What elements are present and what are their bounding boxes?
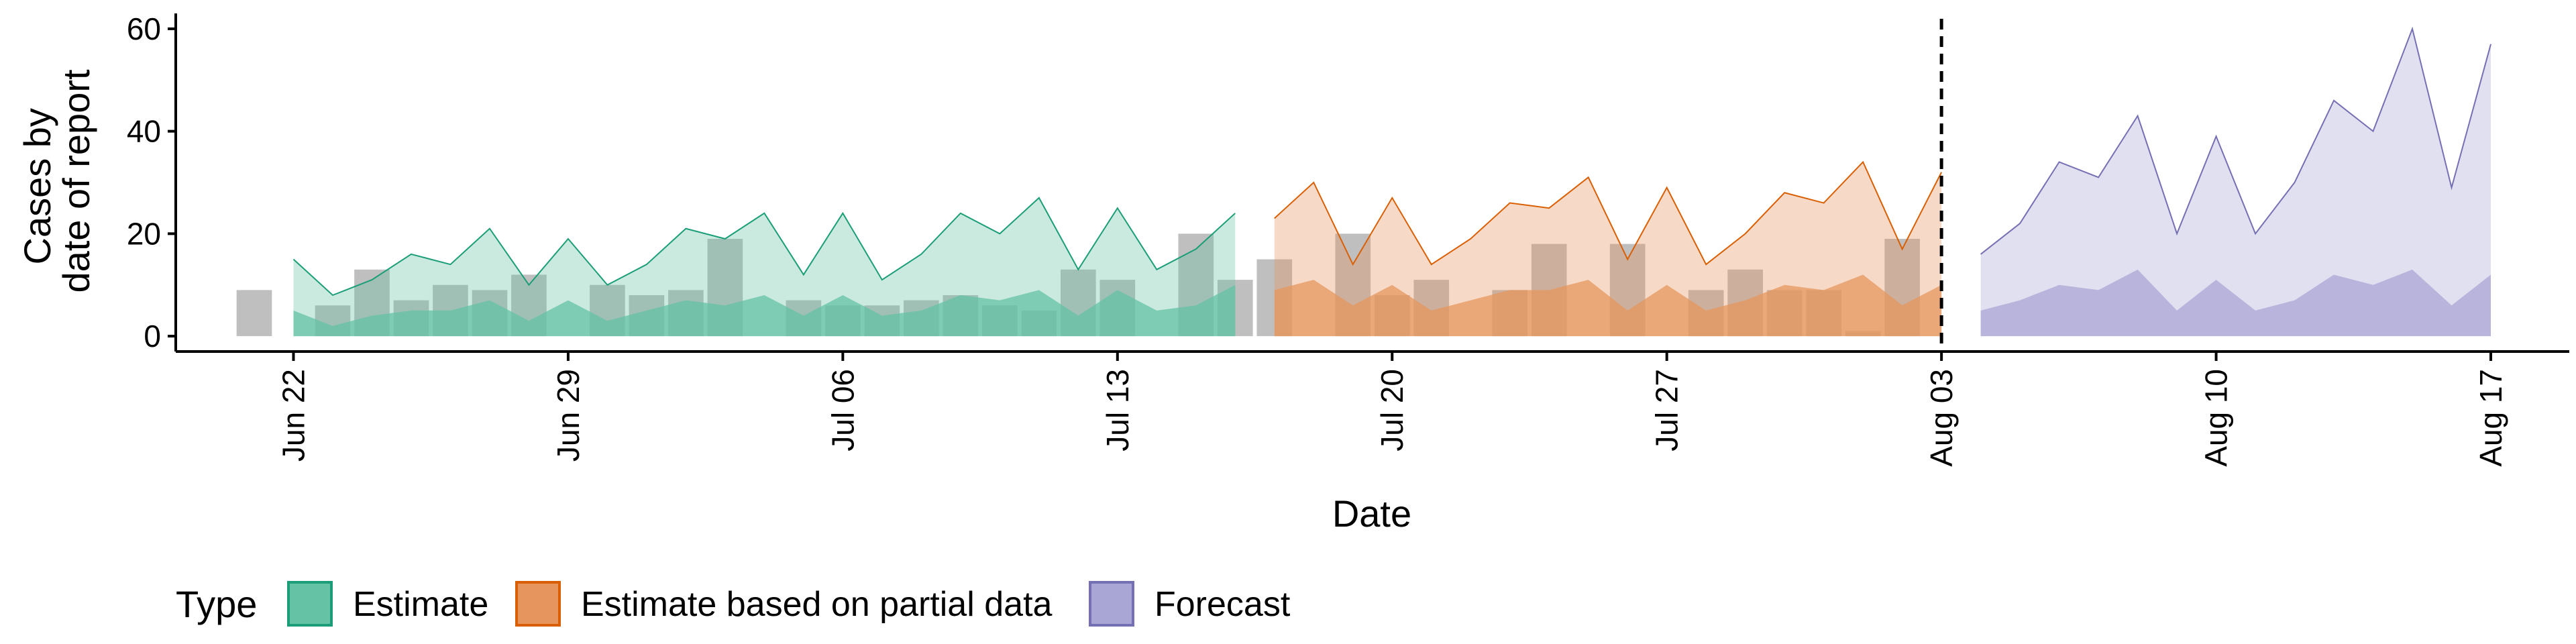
x-tick-label: Aug 10 <box>2199 369 2234 467</box>
upper-interval-line <box>1980 26 2491 255</box>
y-tick-label: 0 <box>144 319 161 354</box>
legend-label: Estimate based on partial data <box>581 585 1053 624</box>
y-axis-title: Cases by date of report <box>16 69 97 293</box>
series-0 <box>292 197 1236 337</box>
x-tick-label: Jul 13 <box>1100 369 1135 451</box>
legend-key <box>515 581 561 627</box>
x-axis-title: Date <box>1332 492 1411 535</box>
legend-key <box>1089 581 1134 627</box>
y-axis-title-line-1: Cases by <box>16 108 58 264</box>
y-axis-ticks: 0 20 40 60 <box>127 11 176 354</box>
x-tick-label: Jul 06 <box>825 369 860 451</box>
reported-cases-bar <box>236 290 272 337</box>
x-tick-label: Aug 17 <box>2473 369 2508 467</box>
y-tick-label: 40 <box>127 114 161 149</box>
x-tick-label: Jun 29 <box>551 369 586 462</box>
x-tick-label: Jul 27 <box>1650 369 1684 451</box>
legend-title: Type <box>176 583 257 625</box>
x-tick-label: Jun 22 <box>276 369 311 462</box>
legend: Type Estimate Estimate based on partial d… <box>176 581 1291 627</box>
upper-interval-area <box>1980 28 2491 337</box>
series-2 <box>1980 26 2491 337</box>
lower-interval-area <box>293 284 1236 337</box>
upper-interval-line <box>1274 160 1943 266</box>
legend-label: Forecast <box>1155 585 1291 624</box>
series-1 <box>1274 160 1943 337</box>
legend-label: Estimate <box>353 585 488 624</box>
legend-key <box>287 581 333 627</box>
upper-interval-line <box>292 197 1236 297</box>
lower-interval-area <box>1980 269 2491 337</box>
x-axis-ticks: Jun 22 Jun 29 Jul 06 Jul 13 Jul 20 Jul 27 Aug … <box>276 352 2508 467</box>
lower-interval-area <box>1274 274 1942 337</box>
y-tick-label: 60 <box>127 11 161 46</box>
estimate-areas <box>292 26 2491 337</box>
y-axis-title-line-2: date of report <box>55 69 97 293</box>
x-tick-label: Aug 03 <box>1924 369 1959 467</box>
x-tick-label: Jul 20 <box>1375 369 1409 451</box>
y-tick-label: 20 <box>127 216 161 251</box>
